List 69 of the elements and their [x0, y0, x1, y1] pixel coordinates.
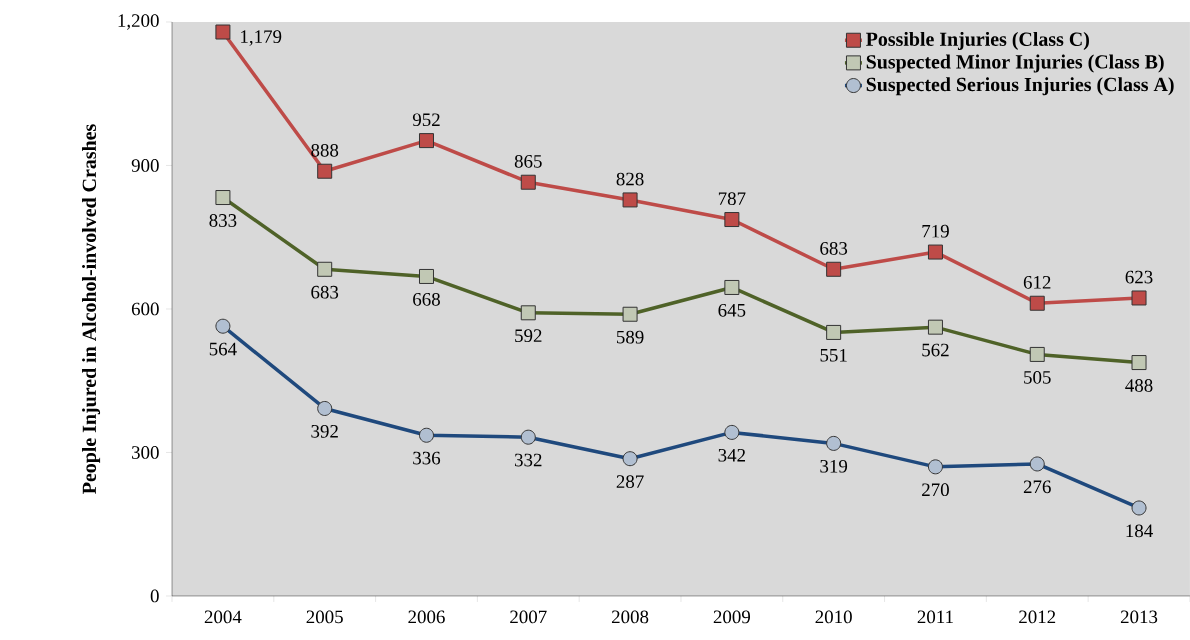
data-label: 589 [616, 330, 644, 344]
point [622, 192, 638, 208]
data-label: 645 [718, 303, 746, 317]
point [418, 268, 434, 284]
data-label: 564 [209, 342, 237, 356]
data-label: 562 [922, 343, 949, 357]
data-label: 270 [922, 483, 949, 497]
data-label: 336 [413, 451, 441, 465]
point [317, 163, 333, 179]
data-label: 592 [515, 329, 542, 343]
point [1131, 290, 1147, 306]
data-label: 683 [311, 285, 339, 299]
data-label: 319 [820, 459, 848, 473]
point [520, 305, 536, 321]
point [826, 324, 842, 340]
data-label: 833 [209, 214, 237, 227]
point [622, 306, 638, 322]
x-tick-label: 2005 [306, 610, 343, 624]
point [1029, 295, 1045, 311]
data-label: 865 [514, 154, 542, 168]
data-label: 332 [514, 453, 542, 467]
data-label: 668 [413, 292, 440, 306]
data-label: 184 [1126, 524, 1153, 538]
data-label: 623 [1125, 270, 1153, 284]
x-tick-label: 2010 [815, 610, 852, 624]
x-tick-label: 2011 [917, 610, 953, 624]
point [520, 174, 536, 190]
data-label: 612 [1023, 276, 1051, 289]
data-label: 551 [820, 348, 847, 362]
point [215, 190, 231, 206]
data-label: 1,179 [241, 30, 282, 46]
y-tick-label: 0 [150, 589, 159, 603]
x-tick-label: 2009 [713, 610, 751, 624]
x-tick-label: 2004 [204, 610, 242, 624]
point [317, 261, 333, 277]
legend-label: Suspected Serious Injuries (Class A) [866, 77, 1174, 96]
x-tick-label: 2006 [408, 610, 445, 624]
point [1131, 355, 1147, 371]
data-label: 787 [718, 192, 746, 206]
y-tick-label: 900 [131, 159, 159, 172]
point [724, 279, 740, 295]
point [724, 212, 740, 228]
x-tick-label: 2012 [1019, 610, 1056, 624]
point [927, 319, 943, 335]
data-label: 276 [1023, 480, 1051, 494]
x-tick-label: 2007 [510, 610, 547, 624]
point [927, 244, 943, 260]
data-label: 342 [718, 448, 746, 462]
legend-label: Suspected Minor Injuries (Class B) [866, 54, 1164, 73]
data-label: 683 [820, 242, 848, 255]
y-tick-label: 600 [131, 302, 159, 316]
data-label: 287 [616, 475, 644, 488]
data-label: 505 [1024, 370, 1051, 384]
data-label: 828 [616, 172, 644, 186]
legend-label: Possible Injuries (Class C) [866, 31, 1089, 50]
point [826, 261, 842, 277]
y-tick-label: 300 [132, 446, 159, 459]
y-axis-title: People Injured in Alcohol-involved Crashes [82, 124, 101, 494]
x-tick-label: 2013 [1120, 610, 1158, 624]
point [418, 133, 434, 149]
data-label: 719 [922, 224, 949, 238]
data-label: 488 [1125, 379, 1153, 392]
point [1029, 346, 1045, 362]
data-label: 888 [311, 143, 339, 157]
point [215, 24, 231, 40]
y-tick-label: 1,200 [118, 14, 159, 30]
data-label: 392 [311, 424, 338, 438]
x-tick-label: 2008 [611, 610, 649, 624]
data-label: 952 [412, 113, 440, 127]
